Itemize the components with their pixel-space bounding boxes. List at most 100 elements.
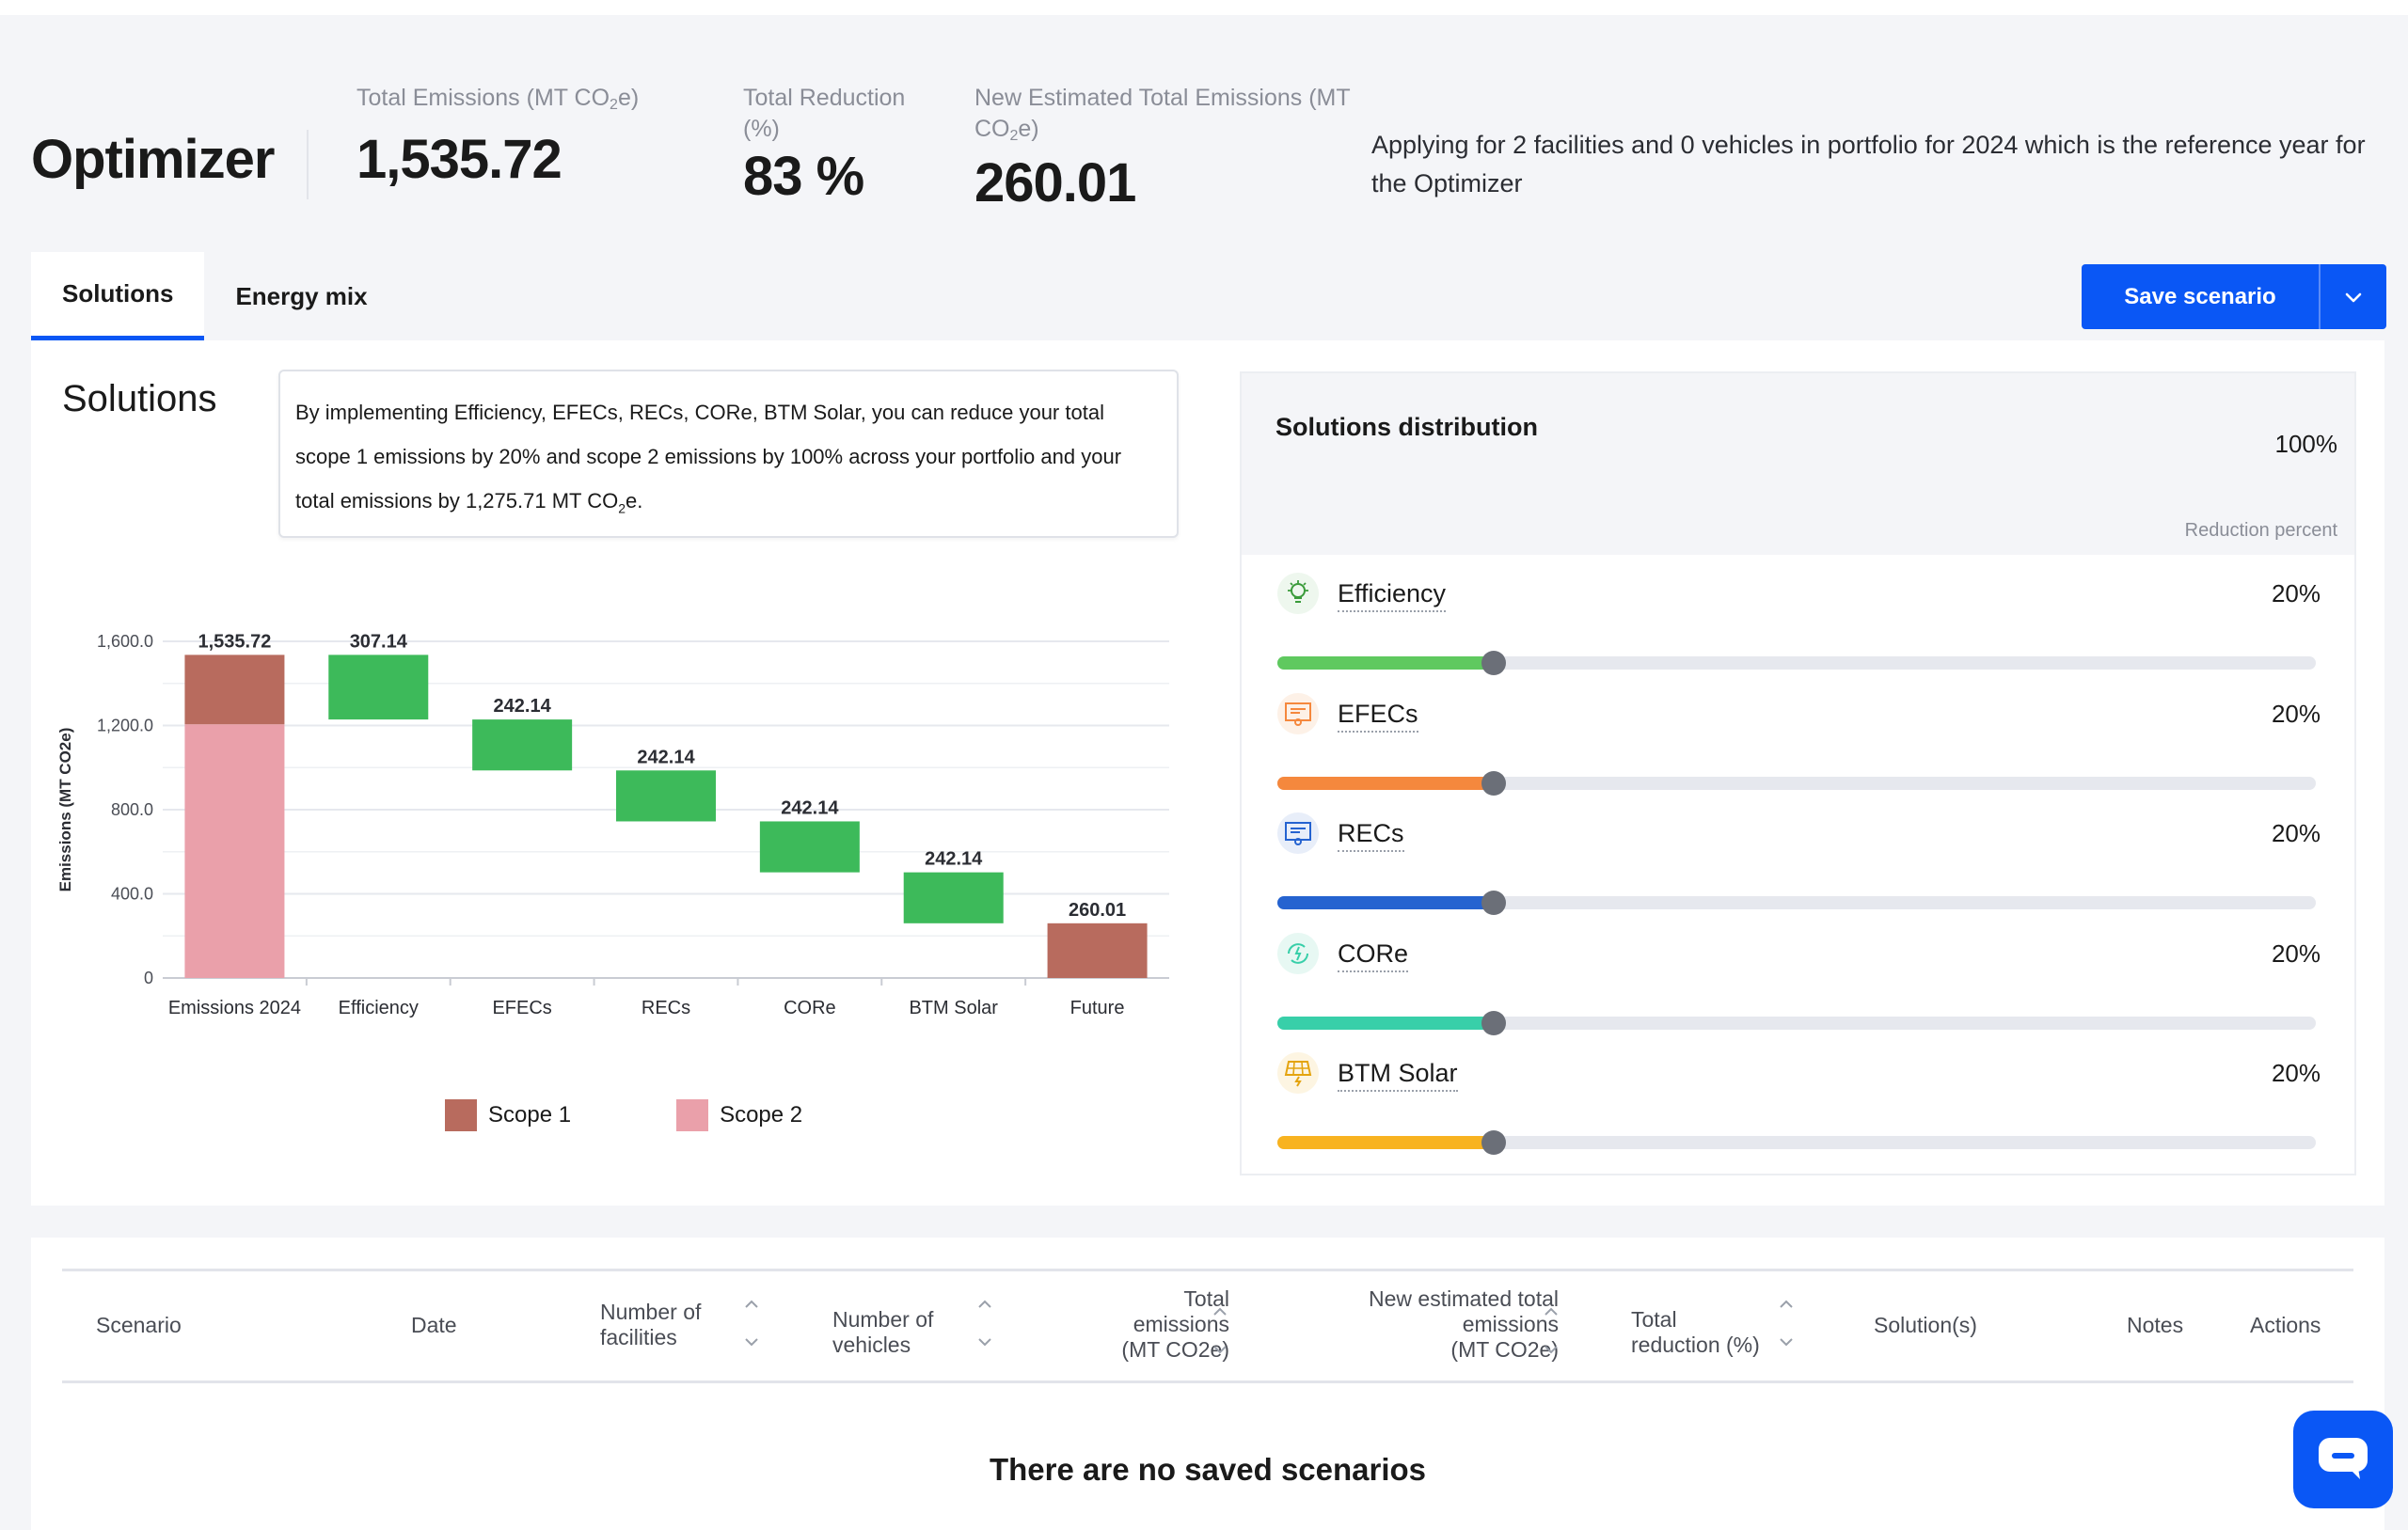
x-tick-label: EFECs	[492, 998, 551, 1018]
slider-handle-btm-solar[interactable]	[1481, 1130, 1506, 1155]
y-tick-label: 400.0	[111, 885, 153, 904]
slider-track-efecs[interactable]	[1277, 771, 2316, 796]
solution-row-core: CORe 20%	[1242, 919, 2354, 1038]
col-header-facilities[interactable]: Number of facilities	[600, 1300, 702, 1349]
total-emissions-label: Total Emissions (MT CO2e)	[356, 85, 640, 113]
distribution-total: 100%	[2274, 430, 2338, 458]
col-header-date: Date	[411, 1313, 457, 1337]
solutions-distribution: Solutions distribution 100% Reduction pe…	[1240, 371, 2356, 1175]
sort-icon[interactable]	[1777, 1298, 1796, 1349]
tab-energy-mix[interactable]: Energy mix	[235, 281, 368, 310]
solution-name-core[interactable]: CORe	[1338, 939, 1409, 972]
waterfall-chart: 0 400.0 800.0 1,200.0 1,600.0 Emissions (MT C…	[56, 631, 1169, 1018]
table-top-border	[62, 1269, 2353, 1271]
slider-track-btm-solar[interactable]	[1277, 1130, 2316, 1155]
total-emissions-metric: Total Emissions (MT CO2e) 1,535.72	[356, 83, 639, 191]
slider-track-recs[interactable]	[1277, 891, 2316, 915]
save-scenario-button[interactable]: Save scenario	[2082, 264, 2319, 329]
solution-pct-efecs: 20%	[2271, 700, 2321, 728]
slider-handle-efficiency[interactable]	[1481, 651, 1506, 675]
data-label: 260.01	[1069, 900, 1126, 921]
slider-handle-core[interactable]	[1481, 1011, 1506, 1035]
chat-button[interactable]	[2293, 1411, 2393, 1508]
x-tick-label: Future	[1070, 998, 1125, 1018]
table-header-border	[62, 1380, 2353, 1383]
x-tick-label: BTM Solar	[909, 998, 998, 1018]
save-scenario-group: Save scenario	[2082, 264, 2386, 329]
bar-reduction	[903, 872, 1004, 923]
data-label: 242.14	[494, 696, 552, 717]
sort-icon[interactable]	[1542, 1305, 1560, 1356]
solutions-panel: Solutions By implementing Efficiency, EF…	[31, 340, 2384, 1206]
sort-icon[interactable]	[975, 1298, 994, 1349]
scenarios-table: Scenario Date Number of facilities Number…	[31, 1238, 2384, 1530]
solution-row-efecs: EFECs 20%	[1242, 679, 2354, 798]
solar-panel-icon	[1277, 1052, 1319, 1094]
slider-track-efficiency[interactable]	[1277, 651, 2316, 675]
solution-name-recs[interactable]: RECs	[1338, 819, 1404, 852]
header-divider	[307, 130, 309, 199]
slider-handle-recs[interactable]	[1481, 891, 1506, 915]
save-split-divider	[2319, 264, 2321, 329]
bar-reduction	[328, 655, 429, 720]
solution-row-recs: RECs 20%	[1242, 798, 2354, 918]
chat-bubble-icon	[2319, 1438, 2368, 1479]
total-reduction-value: 83 %	[743, 146, 864, 207]
col-header-total-emissions[interactable]: Total emissions (MT CO2e)	[1121, 1286, 1229, 1362]
slider-track-core[interactable]	[1277, 1011, 2316, 1035]
new-total-value: 260.01	[974, 152, 1136, 213]
legend-item-scope2: Scope 2	[676, 1099, 802, 1131]
distribution-title: Solutions distribution	[1275, 413, 1538, 441]
data-label: 307.14	[350, 631, 408, 652]
total-emissions-value: 1,535.72	[356, 129, 562, 190]
recycle-energy-icon	[1277, 933, 1319, 974]
tab-solutions[interactable]: Solutions	[31, 252, 205, 340]
data-label: 1,535.72	[198, 631, 271, 652]
save-options-dropdown[interactable]	[2321, 264, 2386, 329]
slider-fill-btm-solar	[1277, 1136, 1494, 1149]
data-label: 242.14	[781, 797, 839, 818]
legend-swatch-scope1	[445, 1099, 477, 1131]
col-header-solutions: Solution(s)	[1874, 1313, 1977, 1337]
new-total-metric: New Estimated Total Emissions (MT CO2e) 2…	[974, 83, 1351, 214]
col-header-vehicles[interactable]: Number of vehicles	[832, 1307, 934, 1357]
solution-name-efecs[interactable]: EFECs	[1338, 700, 1418, 733]
y-tick-label: 1,200.0	[97, 717, 153, 735]
solution-pct-btm-solar: 20%	[2271, 1059, 2321, 1087]
bar-scope1	[184, 655, 285, 725]
new-total-label: New Estimated Total Emissions (MT CO2e)	[974, 85, 1351, 144]
sort-icon[interactable]	[742, 1298, 761, 1349]
solution-name-efficiency[interactable]: Efficiency	[1338, 579, 1447, 612]
total-reduction-label: Total Reduction (%)	[743, 85, 906, 142]
solution-name-btm-solar[interactable]: BTM Solar	[1338, 1059, 1458, 1092]
slider-fill-recs	[1277, 896, 1494, 909]
slider-handle-efecs[interactable]	[1481, 771, 1506, 796]
solutions-title: Solutions	[62, 378, 217, 419]
chevron-down-icon	[2345, 292, 2362, 302]
sort-icon[interactable]	[1211, 1305, 1229, 1356]
solutions-summary: By implementing Efficiency, EFECs, RECs,…	[278, 370, 1179, 538]
solution-pct-recs: 20%	[2271, 819, 2321, 847]
bar-future	[1047, 923, 1148, 978]
col-header-total-reduction[interactable]: Total reduction (%)	[1631, 1307, 1760, 1357]
y-axis-label: Emissions (MT CO2e)	[56, 728, 74, 892]
slider-fill-efecs	[1277, 777, 1494, 790]
col-header-new-emissions[interactable]: New estimated total emissions (MT CO2e)	[1369, 1286, 1559, 1362]
solution-pct-core: 20%	[2271, 939, 2321, 968]
col-header-scenario: Scenario	[96, 1313, 182, 1337]
certificate-icon	[1277, 812, 1319, 854]
solution-row-btm-solar: BTM Solar 20%	[1242, 1038, 2354, 1158]
top-strip	[0, 0, 2408, 15]
y-tick-label: 0	[144, 969, 153, 987]
distribution-header: Solutions distribution 100% Reduction pe…	[1242, 373, 2354, 555]
slider-fill-core	[1277, 1017, 1494, 1030]
col-header-actions: Actions	[2250, 1313, 2321, 1337]
x-tick-label: Efficiency	[339, 998, 419, 1018]
bar-reduction	[759, 821, 860, 873]
x-tick-label: CORe	[784, 998, 836, 1018]
legend-label-scope1: Scope 1	[488, 1102, 572, 1128]
distribution-subtitle: Reduction percent	[2184, 520, 2337, 541]
page-header: Optimizer Total Emissions (MT CO2e) 1,53…	[0, 15, 2408, 250]
legend-label-scope2: Scope 2	[720, 1102, 803, 1128]
legend-swatch-scope2	[676, 1099, 709, 1131]
